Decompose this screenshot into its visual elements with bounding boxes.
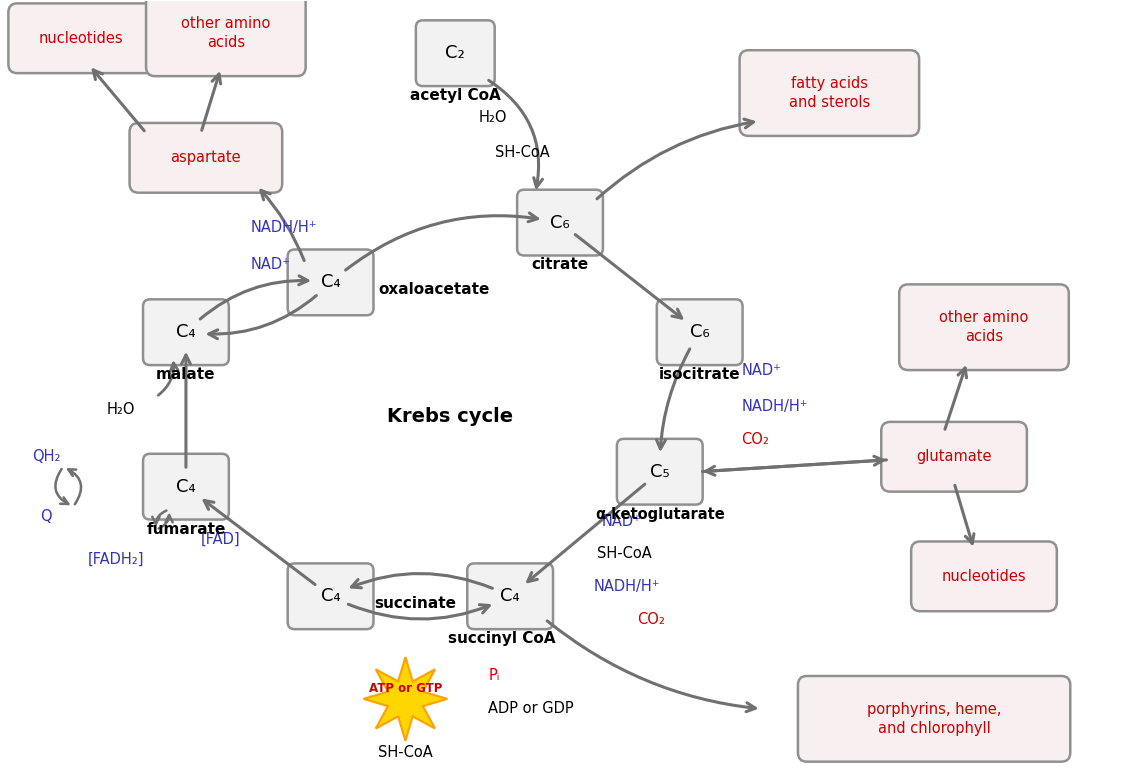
Text: ATP or GTP: ATP or GTP	[369, 683, 442, 695]
Text: aspartate: aspartate	[171, 150, 241, 165]
Text: SH-CoA: SH-CoA	[597, 546, 652, 561]
Text: NAD⁺: NAD⁺	[741, 363, 781, 378]
FancyBboxPatch shape	[657, 300, 743, 365]
Text: SH-CoA: SH-CoA	[495, 145, 550, 160]
Text: fumarate: fumarate	[146, 522, 226, 536]
Text: C₄: C₄	[321, 587, 341, 605]
FancyBboxPatch shape	[416, 20, 494, 86]
Text: nucleotides: nucleotides	[39, 30, 123, 46]
Text: C₄: C₄	[321, 274, 341, 292]
Text: NADH/H⁺: NADH/H⁺	[251, 220, 318, 235]
FancyBboxPatch shape	[617, 439, 703, 504]
Text: Pᵢ: Pᵢ	[489, 669, 500, 683]
FancyBboxPatch shape	[144, 454, 229, 519]
Text: CO₂: CO₂	[741, 432, 770, 447]
Text: Krebs cycle: Krebs cycle	[387, 407, 514, 426]
Text: NAD⁺: NAD⁺	[251, 257, 290, 272]
FancyBboxPatch shape	[517, 190, 603, 256]
Text: C₄: C₄	[177, 478, 196, 496]
Text: NADH/H⁺: NADH/H⁺	[593, 579, 659, 594]
Text: C₄: C₄	[177, 323, 196, 341]
Text: citrate: citrate	[532, 257, 589, 272]
Text: [FADH₂]: [FADH₂]	[88, 552, 145, 567]
FancyBboxPatch shape	[739, 50, 919, 136]
Text: C₅: C₅	[650, 463, 670, 481]
Text: C₆: C₆	[550, 213, 570, 231]
Text: Q: Q	[41, 509, 52, 524]
Text: succinyl CoA: succinyl CoA	[449, 631, 556, 646]
FancyBboxPatch shape	[288, 249, 374, 315]
FancyBboxPatch shape	[146, 0, 305, 76]
Text: H₂O: H₂O	[107, 403, 136, 418]
Text: succinate: succinate	[375, 596, 457, 612]
Text: oxaloacetate: oxaloacetate	[378, 282, 490, 297]
FancyBboxPatch shape	[798, 676, 1071, 762]
FancyBboxPatch shape	[144, 300, 229, 365]
Text: ADP or GDP: ADP or GDP	[489, 701, 574, 716]
Text: glutamate: glutamate	[916, 450, 992, 465]
Text: CO₂: CO₂	[637, 612, 665, 626]
Text: other amino
acids: other amino acids	[940, 310, 1029, 344]
Text: C₄: C₄	[500, 587, 521, 605]
Text: C₂: C₂	[445, 45, 465, 63]
Text: fatty acids
and sterols: fatty acids and sterols	[788, 77, 870, 109]
Text: malate: malate	[156, 367, 215, 382]
FancyBboxPatch shape	[288, 563, 374, 630]
Text: other amino
acids: other amino acids	[181, 16, 271, 50]
FancyBboxPatch shape	[130, 123, 282, 192]
Text: [FAD]: [FAD]	[200, 532, 240, 547]
FancyBboxPatch shape	[882, 422, 1027, 492]
FancyBboxPatch shape	[911, 541, 1057, 612]
Text: acetyl CoA: acetyl CoA	[410, 88, 501, 103]
FancyBboxPatch shape	[467, 563, 554, 630]
Text: isocitrate: isocitrate	[658, 367, 740, 382]
Text: nucleotides: nucleotides	[942, 569, 1026, 584]
Text: C₆: C₆	[690, 323, 710, 341]
FancyBboxPatch shape	[899, 285, 1068, 370]
Text: QH₂: QH₂	[32, 450, 60, 465]
Text: H₂O: H₂O	[478, 110, 507, 125]
Polygon shape	[363, 657, 448, 741]
Text: SH-CoA: SH-CoA	[378, 745, 433, 760]
Text: NADH/H⁺: NADH/H⁺	[741, 400, 808, 414]
Text: porphyrins, heme,
and chlorophyll: porphyrins, heme, and chlorophyll	[867, 702, 1001, 736]
FancyBboxPatch shape	[8, 3, 154, 74]
Text: NAD⁺: NAD⁺	[601, 514, 641, 529]
Text: α-ketoglutarate: α-ketoglutarate	[595, 507, 724, 522]
